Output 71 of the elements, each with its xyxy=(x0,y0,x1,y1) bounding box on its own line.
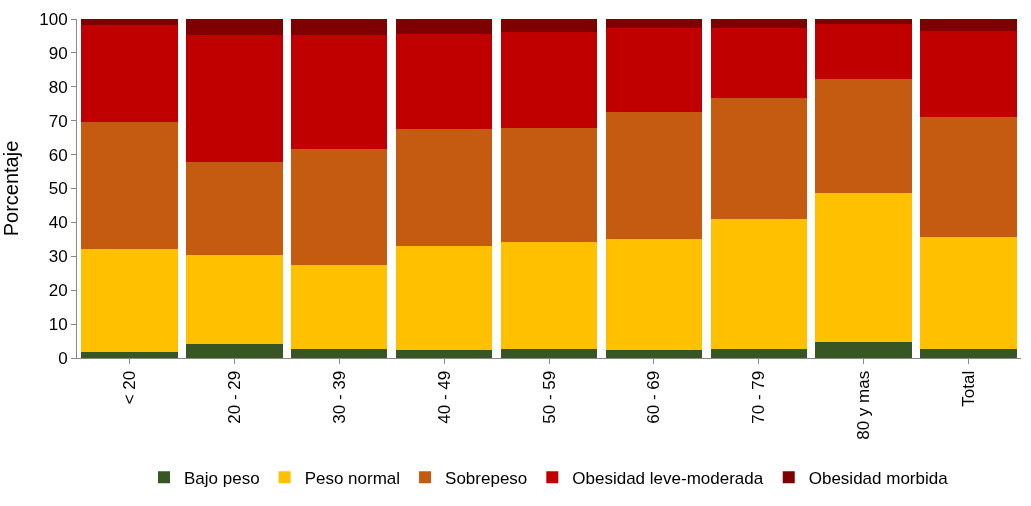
y-tick-label: 0 xyxy=(58,348,68,368)
bar xyxy=(920,30,1017,118)
y-tick-label: 10 xyxy=(48,315,68,335)
bar xyxy=(186,162,283,255)
bar xyxy=(290,149,388,266)
bar xyxy=(710,219,808,350)
bar xyxy=(395,33,493,129)
bar xyxy=(920,236,1017,350)
y-tick-label: 70 xyxy=(48,111,68,131)
bar xyxy=(920,19,1017,31)
x-tick-label: 70 - 79 xyxy=(749,370,769,424)
bar xyxy=(395,350,493,358)
y-tick-label: 90 xyxy=(48,43,68,63)
bar xyxy=(81,122,178,250)
bar xyxy=(710,19,808,28)
x-tick-label: 50 - 59 xyxy=(539,370,559,424)
bar xyxy=(710,27,808,98)
y-tick-label: 60 xyxy=(48,145,68,165)
x-tick-label: Total xyxy=(959,370,979,407)
bar xyxy=(81,249,178,353)
x-tick-label: 20 - 29 xyxy=(224,370,244,424)
bar xyxy=(815,341,912,358)
bar xyxy=(920,349,1017,358)
y-tick-label: 100 xyxy=(39,9,68,29)
bar xyxy=(605,111,703,239)
bar xyxy=(815,193,912,342)
bar xyxy=(81,19,178,25)
legend-label: Obesidad morbida xyxy=(808,468,949,488)
x-tick-label: 40 - 49 xyxy=(434,370,454,424)
x-tick-label: 60 - 69 xyxy=(644,370,664,424)
bar xyxy=(81,352,178,358)
bar xyxy=(605,350,703,358)
bar xyxy=(186,19,283,36)
bar xyxy=(920,117,1017,237)
bar xyxy=(395,246,493,351)
legend-label: Peso normal xyxy=(304,468,401,488)
x-tick-label: 80 y mas xyxy=(854,370,874,440)
bar xyxy=(500,19,598,32)
bar xyxy=(815,78,912,194)
bar xyxy=(290,35,388,150)
bar xyxy=(710,97,808,220)
x-tick-label: 30 - 39 xyxy=(329,370,349,424)
bar xyxy=(815,19,912,24)
bar xyxy=(605,238,703,351)
bar xyxy=(605,27,703,112)
y-tick-label: 50 xyxy=(48,179,68,199)
bar xyxy=(290,19,388,36)
bar xyxy=(186,344,283,358)
legend-label: Obesidad leve-moderada xyxy=(572,468,764,488)
bar xyxy=(605,19,703,28)
y-axis-title: Porcentaje xyxy=(0,140,22,237)
bar xyxy=(815,23,912,79)
y-tick-label: 80 xyxy=(48,77,68,97)
bar xyxy=(186,254,283,345)
legend-label: Bajo peso xyxy=(184,468,260,488)
y-tick-label: 20 xyxy=(48,281,68,301)
bar xyxy=(290,265,388,350)
bar xyxy=(186,35,283,163)
legend-label: Sobrepeso xyxy=(445,468,528,488)
bar xyxy=(81,24,178,123)
bar xyxy=(500,242,598,350)
x-tick-label: < 20 xyxy=(119,370,139,405)
bar xyxy=(290,349,388,358)
y-tick-label: 30 xyxy=(48,247,68,267)
bar xyxy=(395,128,493,247)
y-tick-label: 40 xyxy=(48,213,68,233)
bar xyxy=(710,349,808,358)
bar xyxy=(500,127,598,243)
bar xyxy=(395,19,493,34)
bar xyxy=(500,349,598,358)
bar xyxy=(500,31,598,128)
